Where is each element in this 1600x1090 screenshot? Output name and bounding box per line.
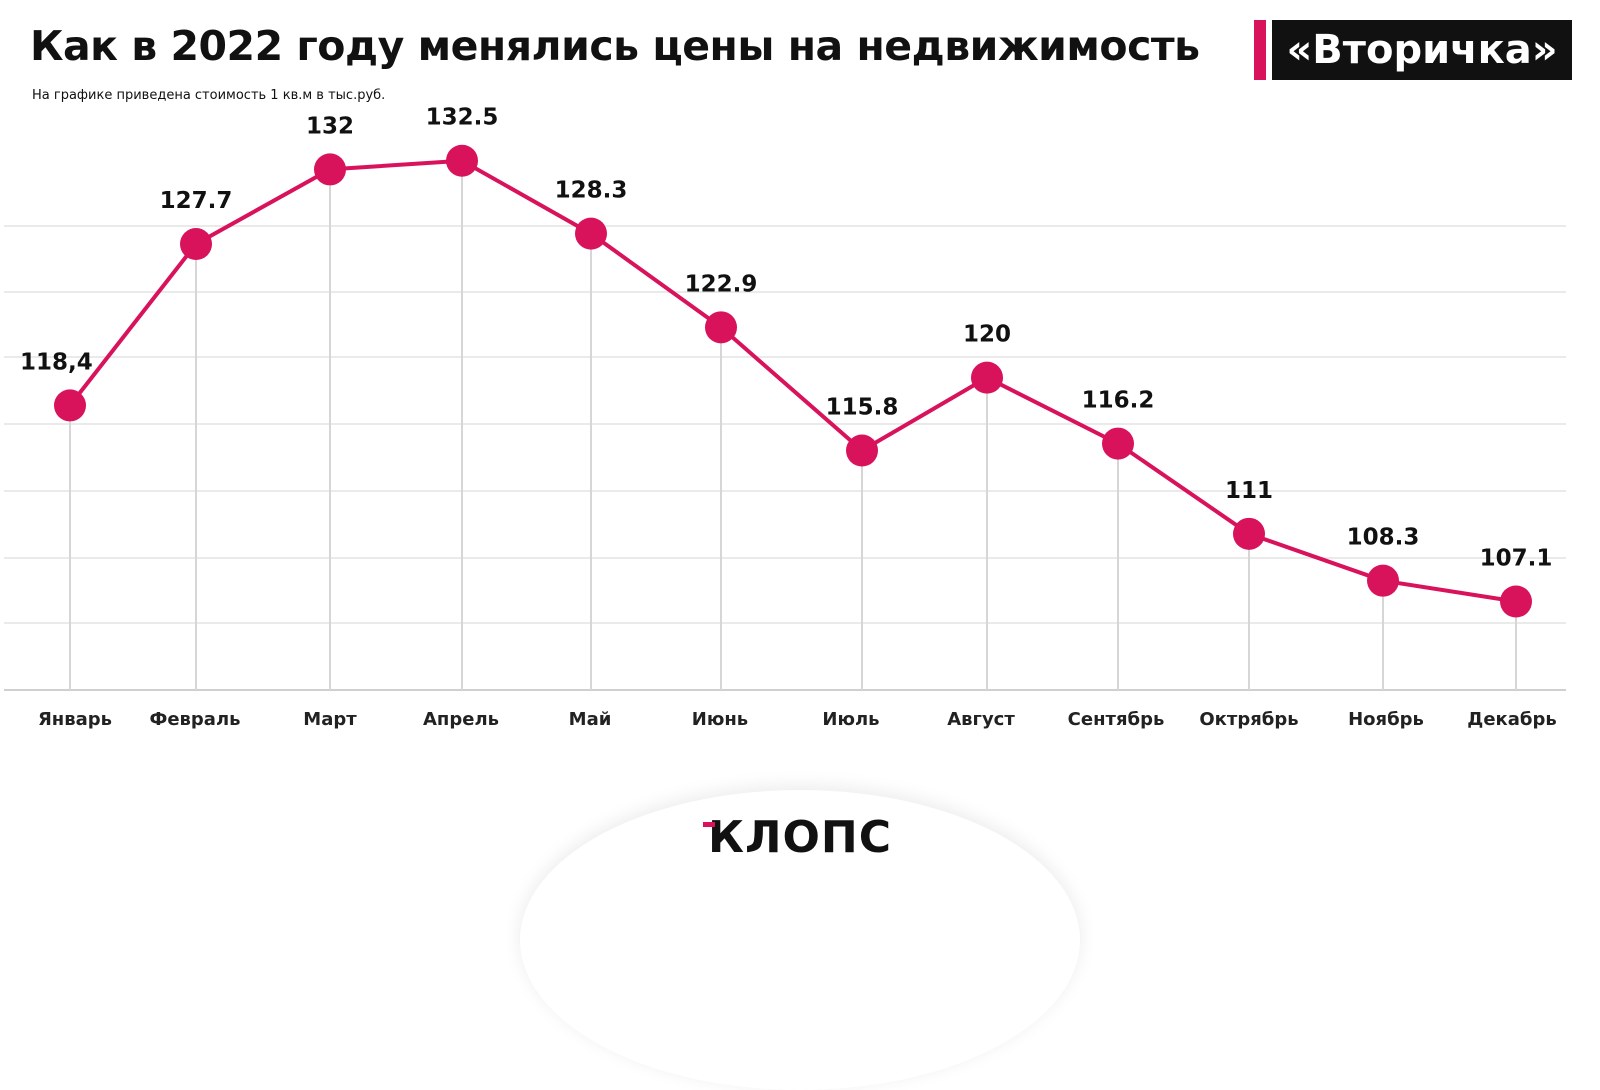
logo-accent-mark: [703, 822, 715, 827]
data-label: 108.3: [1347, 525, 1420, 551]
data-point: [54, 389, 86, 422]
data-point: [180, 228, 212, 261]
month-label: Октрябрь: [1199, 709, 1298, 730]
data-point: [1102, 427, 1134, 460]
price-line-chart: 118,4 127.7 132 132.5 128.3 122.9 115.8 120 116.…: [4, 105, 1566, 730]
data-label: 107.1: [1480, 546, 1553, 572]
data-label: 111: [1225, 478, 1273, 504]
data-point: [446, 144, 478, 177]
data-label: 132: [306, 113, 354, 139]
month-label: Февраль: [149, 709, 240, 730]
series-line: [68, 158, 1517, 604]
data-label: 120: [963, 322, 1011, 348]
data-label: 115.8: [826, 395, 899, 421]
month-label: Май: [569, 709, 612, 730]
badge-accent-bar: [1254, 20, 1266, 80]
data-label: 128.3: [555, 178, 628, 204]
data-label: 132.5: [426, 105, 499, 131]
data-point: [575, 217, 607, 250]
month-label: Август: [947, 709, 1015, 730]
category-badge: «Вторичка»: [1272, 20, 1572, 80]
data-point: [1500, 585, 1532, 618]
data-point: [846, 434, 878, 467]
data-point: [1367, 564, 1399, 597]
data-point: [971, 361, 1003, 394]
month-label: Июнь: [692, 709, 748, 730]
month-label: Ноябрь: [1348, 709, 1424, 730]
data-label: 127.7: [160, 188, 233, 214]
month-label: Декабрь: [1467, 709, 1556, 730]
chart-subtitle: На графике приведена стоимость 1 кв.м в …: [32, 88, 386, 103]
data-label: 116.2: [1082, 388, 1155, 414]
data-point: [1233, 517, 1265, 550]
chart-title: Как в 2022 году менялись цены на недвижи…: [30, 22, 1200, 70]
klops-logo: КЛОПС: [707, 812, 893, 863]
month-label: Март: [303, 709, 357, 730]
data-point: [314, 153, 346, 186]
data-label: 122.9: [685, 271, 758, 297]
month-label: Апрель: [423, 709, 499, 730]
data-label: 118,4: [20, 349, 93, 375]
month-label: Сентябрь: [1068, 709, 1165, 730]
month-label: Январь: [38, 709, 112, 730]
data-point: [705, 311, 737, 344]
month-label: Июль: [822, 709, 879, 730]
